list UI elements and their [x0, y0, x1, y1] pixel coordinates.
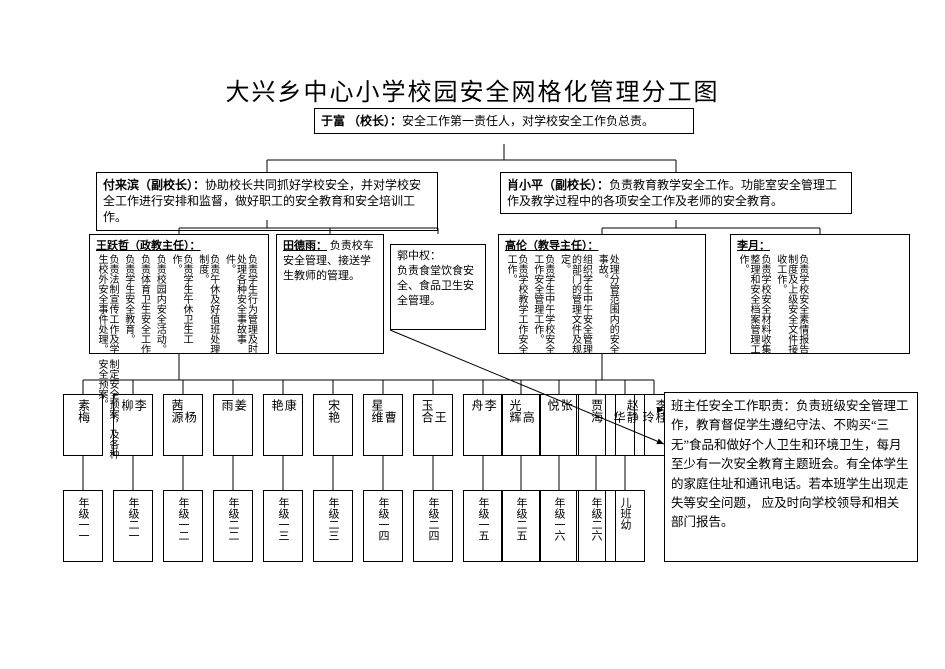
mid4-col-c: 组织学生中午安全管理的部门的管理文件及规定。 [559, 254, 592, 354]
teacher-name-b: 姜 [233, 395, 246, 411]
page-title: 大兴乡中心小学校园安全网格化管理分工图 [0, 72, 945, 107]
node-mid-3: 郭中权： 负责食堂饮食安全、食品卫生安全管理。 [390, 244, 486, 330]
teacher-name-b: 曹 [383, 407, 396, 423]
principal-text: 安全工作第一责任人，对学校安全工作负总责。 [402, 114, 654, 128]
mid1-col-f: 负责午休及好值班处理制度。 [197, 254, 219, 354]
duty-label: 班主任安全工作职责： [671, 399, 796, 413]
grade-box: 年级二五 [501, 490, 541, 562]
grade-label: 年级一五 [477, 491, 489, 541]
grade-label: 年级二一 [127, 491, 139, 541]
grade-box: 年级一五 [463, 490, 503, 562]
grade-box: 年级一四 [363, 490, 403, 562]
teacher-name-a: 舟 [470, 395, 483, 411]
teacher-name-a: 艳 [270, 395, 283, 411]
grade-box: 年级一二 [163, 490, 203, 562]
node-vp-left: 付来滨（副校长）：协助校长共同抓好学校安全，并对学校安全工作进行安排和监督，做好… [96, 172, 438, 231]
mid4-col-a: 负责学校教学工作安全工作。 [505, 254, 527, 354]
teacher-name-b: 贾海 [589, 395, 602, 423]
teacher-name-a: 雨 [220, 395, 233, 411]
mid1-name: 王跃哲（政教主任）： [96, 240, 201, 252]
grade-label: 年级一六 [553, 491, 565, 541]
vp-left-name: 付来滨（副校长）： [103, 178, 205, 192]
teacher-box: 艳康 [263, 394, 303, 456]
mid1-col-c: 负责体育卫生安全工作 [139, 254, 150, 354]
teacher-box: 舟李 [463, 394, 503, 456]
duty-text: 负责班级安全管理工作，教育督促学生遵纪守法、不购买“三无”食品和做好个人卫生和环… [671, 399, 909, 529]
teacher-name-b: 李 [133, 395, 146, 411]
grade-box: 儿班幼 [605, 490, 645, 562]
teacher-name-a: 玲 [641, 407, 654, 423]
grade-box: 年级二四 [413, 490, 453, 562]
grade-label: 年级一四 [377, 491, 389, 541]
teacher-name-b: 宋艳 [326, 395, 339, 423]
grade-box: 年级二一 [113, 490, 153, 562]
mid2-name: 田德雨： [283, 240, 327, 252]
teacher-name-b: 杨 [183, 407, 196, 423]
teacher-name-b: 王 [433, 407, 446, 423]
mid1-col-d: 负责校园内安全活动。 [154, 254, 165, 354]
teacher-name-a: 玉合 [420, 395, 433, 423]
grade-label: 年级二四 [427, 491, 439, 541]
teacher-name-a: 华 [612, 407, 625, 423]
mid4-col-b: 负责学生中午学校安全工作安全管理工作。 [532, 254, 554, 354]
grade-label: 年级一二 [177, 491, 189, 541]
teacher-box: 星维曹 [363, 394, 403, 456]
teacher-box: 宋艳 [313, 394, 353, 456]
mid5-name: 李月： [737, 240, 770, 252]
node-mid-4: 高伦（教导主任）： 负责学校教学工作安全工作。 负责学生中午学校安全工作安全管理… [498, 234, 706, 354]
teacher-box: 玉合王 [413, 394, 453, 456]
grade-box: 年级二三 [313, 490, 353, 562]
teacher-name-a: 悦 [546, 395, 559, 411]
teacher-name-b: 康 [283, 395, 296, 411]
grade-label: 年级二六 [590, 491, 602, 541]
mid5-col-a: 负责学校安全材料收集整理和安全档案管理工作。 [737, 254, 770, 354]
teacher-name-b: 高 [521, 407, 534, 423]
teacher-box: 悦张 [539, 394, 579, 456]
teacher-box: 茜源杨 [163, 394, 203, 456]
node-mid-5: 李月： 负责学校安全材料收集整理和安全档案管理工作。 负责学校安全素情报告制度及… [730, 234, 910, 354]
node-vp-right: 肖小平（副校长）：负责教育教学安全工作。功能室安全管理工作及教学过程中的各项安全… [500, 172, 852, 214]
teacher-name-b: 李 [483, 395, 496, 411]
grade-label: 儿班幼 [619, 491, 631, 530]
teacher-name-a: 光辉 [508, 395, 521, 423]
teacher-name-a: 茜源 [170, 395, 183, 423]
grade-label: 年级二五 [515, 491, 527, 541]
grade-label: 年级一一 [77, 491, 89, 541]
grade-label: 年级二二 [227, 491, 239, 541]
teacher-name-a: 星维 [370, 395, 383, 423]
teacher-box: 柳李 [113, 394, 153, 456]
grade-box: 年级一三 [263, 490, 303, 562]
teacher-name-b: 张 [559, 395, 572, 411]
grade-box: 年级一一 [63, 490, 103, 562]
mid5-col-b: 负责学校安全素情报告制度及上级安全文件接收工作。 [775, 254, 808, 354]
mid4-name: 高伦（教导主任）： [505, 240, 599, 252]
teacher-box: 光辉高 [501, 394, 541, 456]
node-mid-1: 王跃哲（政教主任）： 负责法制宣传工作及学生校外安全事件处理。 负责学生安全教育… [89, 234, 269, 354]
grade-box: 年级一六 [539, 490, 579, 562]
mid1-col-b: 负责学生安全教育。 [123, 254, 134, 344]
mid3-text: 负责食堂饮食安全、食品卫生安全管理。 [397, 265, 474, 307]
teacher-name-a: 柳 [120, 395, 133, 411]
mid3-name: 郭中权： [397, 250, 441, 262]
grade-box: 年级二二 [213, 490, 253, 562]
mid4-col-d: 处理分管范围内的安全事故。 [596, 254, 618, 354]
principal-name: 于富 （校长）： [321, 114, 402, 128]
vp-right-name: 肖小平（副校长）： [507, 178, 609, 192]
teacher-name-a: 素梅 [76, 395, 89, 423]
mid1-col-e: 负责学生午休卫生工作。 [170, 254, 192, 354]
grade-label: 年级二三 [327, 491, 339, 541]
node-duty: 班主任安全工作职责：负责班级安全管理工作，教育督促学生遵纪守法、不购买“三无”食… [664, 392, 918, 562]
mid1-col-g: 负责学生行为管理及时处理各种安全事故事件。 [224, 254, 257, 354]
node-mid-2: 田德雨： 负责校车安全管理、接送学生教师的管理。 [276, 234, 384, 354]
teacher-box: 素梅 [63, 394, 103, 456]
grade-label: 年级一三 [277, 491, 289, 541]
mid1-col-a: 负责法制宣传工作及学生校外安全事件处理。 [96, 254, 118, 354]
node-principal: 于富 （校长）：安全工作第一责任人，对学校安全工作负总责。 [314, 108, 694, 134]
teacher-box: 雨姜 [213, 394, 253, 456]
